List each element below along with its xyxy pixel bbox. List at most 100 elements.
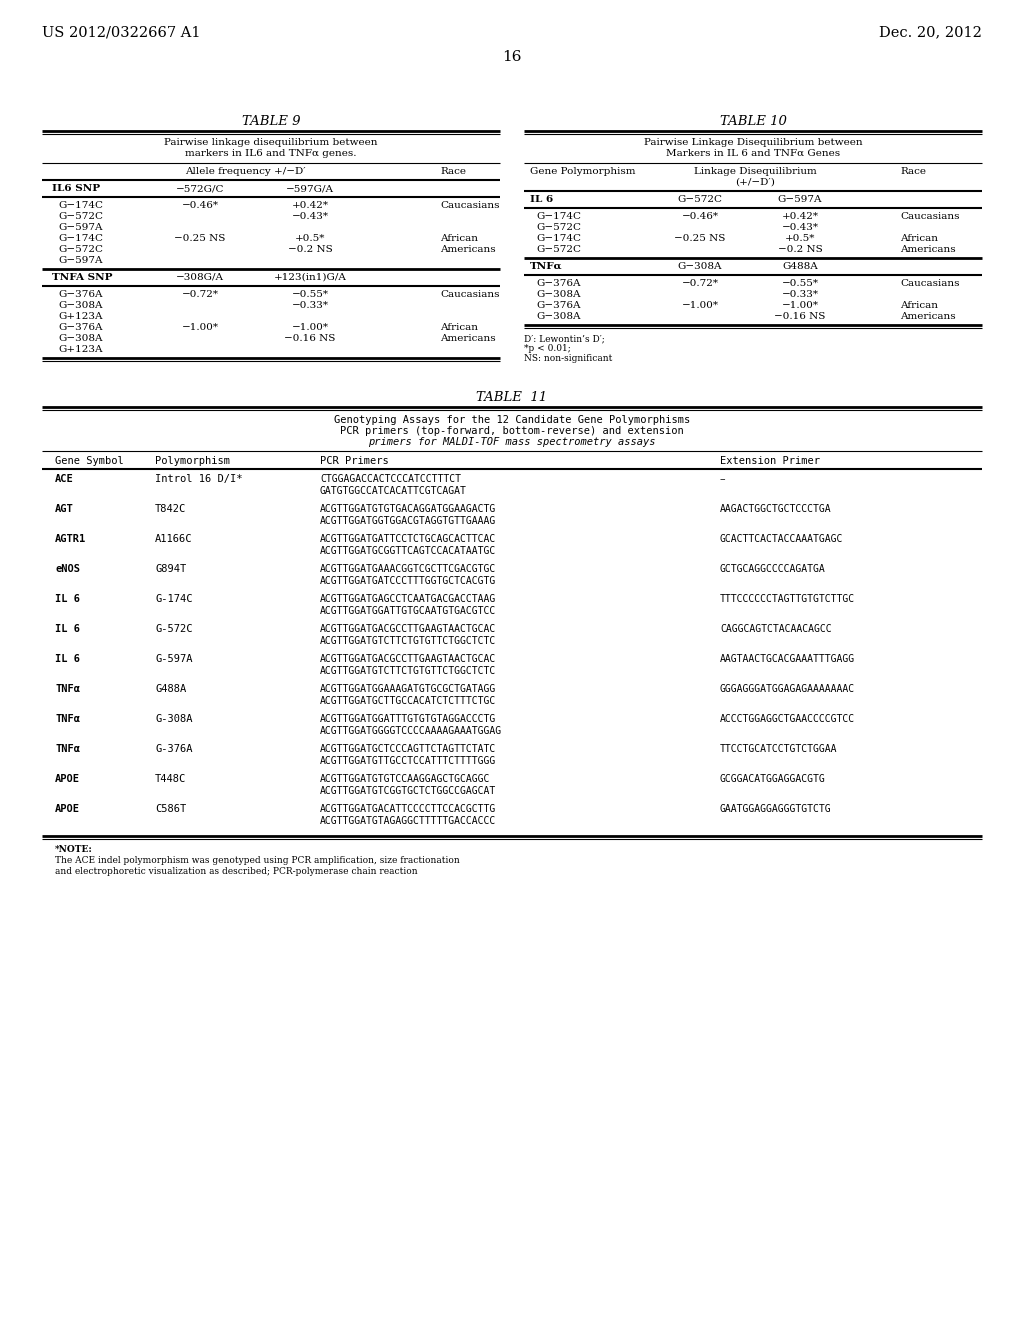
Text: G-174C: G-174C xyxy=(155,594,193,605)
Text: ACGTTGGATGGATTTGTGTGTAGGACCCTG: ACGTTGGATGGATTTGTGTGTAGGACCCTG xyxy=(319,714,497,723)
Text: GATGTGGCCATCACATTCGTCAGAT: GATGTGGCCATCACATTCGTCAGAT xyxy=(319,486,467,496)
Text: −0.25 NS: −0.25 NS xyxy=(174,234,225,243)
Text: GGGAGGGATGGAGAGAAAAAAAC: GGGAGGGATGGAGAGAAAAAAAC xyxy=(720,684,855,694)
Text: −0.2 NS: −0.2 NS xyxy=(288,246,333,253)
Text: markers in IL6 and TNFα genes.: markers in IL6 and TNFα genes. xyxy=(185,149,356,158)
Text: Americans: Americans xyxy=(440,334,496,343)
Text: Polymorphism: Polymorphism xyxy=(155,455,230,466)
Text: G−572C: G−572C xyxy=(678,195,723,205)
Text: D′: Lewontin’s D′;: D′: Lewontin’s D′; xyxy=(524,334,605,343)
Text: G−597A: G−597A xyxy=(58,256,102,265)
Text: APOE: APOE xyxy=(55,804,80,814)
Text: Americans: Americans xyxy=(900,246,955,253)
Text: −0.16 NS: −0.16 NS xyxy=(774,312,825,321)
Text: ACGTTGGATGCGGTTCAGTCCACATAATGC: ACGTTGGATGCGGTTCAGTCCACATAATGC xyxy=(319,546,497,556)
Text: Introl 16 D/I*: Introl 16 D/I* xyxy=(155,474,243,484)
Text: AAGACTGGCTGCTCCCTGA: AAGACTGGCTGCTCCCTGA xyxy=(720,504,831,513)
Text: ACGTTGGATGTGTGACAGGATGGAAGACTG: ACGTTGGATGTGTGACAGGATGGAAGACTG xyxy=(319,504,497,513)
Text: +123(in1)G/A: +123(in1)G/A xyxy=(273,273,346,282)
Text: The ACE indel polymorphism was genotyped using PCR amplification, size fractiona: The ACE indel polymorphism was genotyped… xyxy=(55,855,460,865)
Text: +0.5*: +0.5* xyxy=(784,234,815,243)
Text: −0.55*: −0.55* xyxy=(292,290,329,300)
Text: Pairwise Linkage Disequilibrium between: Pairwise Linkage Disequilibrium between xyxy=(644,139,862,147)
Text: NS: non-significant: NS: non-significant xyxy=(524,354,612,363)
Text: Race: Race xyxy=(900,168,926,176)
Text: ACGTTGGATGGAAAGATGTGCGCTGATAGG: ACGTTGGATGGAAAGATGTGCGCTGATAGG xyxy=(319,684,497,694)
Text: −0.43*: −0.43* xyxy=(292,213,329,220)
Text: T448C: T448C xyxy=(155,774,186,784)
Text: C586T: C586T xyxy=(155,804,186,814)
Text: Extension Primer: Extension Primer xyxy=(720,455,820,466)
Text: Pairwise linkage disequilibrium between: Pairwise linkage disequilibrium between xyxy=(164,139,378,147)
Text: PCR primers (top-forward, bottom-reverse) and extension: PCR primers (top-forward, bottom-reverse… xyxy=(340,426,684,436)
Text: ACCCTGGAGGCTGAACCCCGTCC: ACCCTGGAGGCTGAACCCCGTCC xyxy=(720,714,855,723)
Text: Gene Symbol: Gene Symbol xyxy=(55,455,124,466)
Text: G−597A: G−597A xyxy=(778,195,822,205)
Text: G−597A: G−597A xyxy=(58,223,102,232)
Text: −1.00*: −1.00* xyxy=(682,301,719,310)
Text: Race: Race xyxy=(440,168,466,176)
Text: African: African xyxy=(900,234,938,243)
Text: Markers in IL 6 and TNFα Genes: Markers in IL 6 and TNFα Genes xyxy=(666,149,840,158)
Text: +0.5*: +0.5* xyxy=(295,234,326,243)
Text: TABLE  11: TABLE 11 xyxy=(476,391,548,404)
Text: Caucasians: Caucasians xyxy=(440,201,500,210)
Text: ACGTTGGATGAAACGGTCGCTTCGACGTGC: ACGTTGGATGAAACGGTCGCTTCGACGTGC xyxy=(319,564,497,574)
Text: G−376A: G−376A xyxy=(58,290,102,300)
Text: AGTR1: AGTR1 xyxy=(55,535,86,544)
Text: ACGTTGGATGTAGAGGCTTTTTGACCACCC: ACGTTGGATGTAGAGGCTTTTTGACCACCC xyxy=(319,816,497,826)
Text: AGT: AGT xyxy=(55,504,74,513)
Text: Caucasians: Caucasians xyxy=(900,279,959,288)
Text: −0.55*: −0.55* xyxy=(781,279,818,288)
Text: G488A: G488A xyxy=(155,684,186,694)
Text: −597G/A: −597G/A xyxy=(286,183,334,193)
Text: G−308A: G−308A xyxy=(58,334,102,343)
Text: Gene Polymorphism: Gene Polymorphism xyxy=(530,168,636,176)
Text: TTCCTGCATCCTGTCTGGAA: TTCCTGCATCCTGTCTGGAA xyxy=(720,744,838,754)
Text: ACGTTGGATGTCTTCTGTGTTCTGGCTCTC: ACGTTGGATGTCTTCTGTGTTCTGGCTCTC xyxy=(319,636,497,645)
Text: IL6 SNP: IL6 SNP xyxy=(52,183,100,193)
Text: G-572C: G-572C xyxy=(155,624,193,634)
Text: TNFα: TNFα xyxy=(530,261,562,271)
Text: G488A: G488A xyxy=(782,261,818,271)
Text: APOE: APOE xyxy=(55,774,80,784)
Text: G−174C: G−174C xyxy=(536,234,581,243)
Text: (+/−D′): (+/−D′) xyxy=(735,178,775,187)
Text: Americans: Americans xyxy=(440,246,496,253)
Text: G-597A: G-597A xyxy=(155,653,193,664)
Text: G−308A: G−308A xyxy=(58,301,102,310)
Text: −0.2 NS: −0.2 NS xyxy=(777,246,822,253)
Text: T842C: T842C xyxy=(155,504,186,513)
Text: −0.72*: −0.72* xyxy=(682,279,719,288)
Text: African: African xyxy=(440,234,478,243)
Text: TABLE 9: TABLE 9 xyxy=(242,115,300,128)
Text: ACGTTGGATGACGCCTTGAAGTAACTGCAC: ACGTTGGATGACGCCTTGAAGTAACTGCAC xyxy=(319,624,497,634)
Text: IL 6: IL 6 xyxy=(55,594,80,605)
Text: G−572C: G−572C xyxy=(536,246,581,253)
Text: G−174C: G−174C xyxy=(58,201,103,210)
Text: TNFα: TNFα xyxy=(55,684,80,694)
Text: ACGTTGGATGGATTGTGCAATGTGACGTCC: ACGTTGGATGGATTGTGCAATGTGACGTCC xyxy=(319,606,497,616)
Text: −0.25 NS: −0.25 NS xyxy=(675,234,726,243)
Text: CAGGCAGTCTACAACAGCC: CAGGCAGTCTACAACAGCC xyxy=(720,624,831,634)
Text: G−376A: G−376A xyxy=(536,301,581,310)
Text: ACGTTGGATGAGCCTCAATGACGACCTAAG: ACGTTGGATGAGCCTCAATGACGACCTAAG xyxy=(319,594,497,605)
Text: and electrophoretic visualization as described; PCR-polymerase chain reaction: and electrophoretic visualization as des… xyxy=(55,867,418,876)
Text: G−572C: G−572C xyxy=(536,223,581,232)
Text: −0.33*: −0.33* xyxy=(781,290,818,300)
Text: CTGGAGACCACTCCCATCCTTTCT: CTGGAGACCACTCCCATCCTTTCT xyxy=(319,474,461,484)
Text: −0.72*: −0.72* xyxy=(181,290,218,300)
Text: ACGTTGGATGCTTGCCACATCTCTTTCTGC: ACGTTGGATGCTTGCCACATCTCTTTCTGC xyxy=(319,696,497,706)
Text: ACGTTGGATGTTGCCTCCATTTCTTTTGGG: ACGTTGGATGTTGCCTCCATTTCTTTTGGG xyxy=(319,756,497,766)
Text: −308G/A: −308G/A xyxy=(176,273,224,282)
Text: primers for MALDI-TOF mass spectrometry assays: primers for MALDI-TOF mass spectrometry … xyxy=(369,437,655,447)
Text: ACGTTGGATGACATTCCCCTTCCACGCTTG: ACGTTGGATGACATTCCCCTTCCACGCTTG xyxy=(319,804,497,814)
Text: −1.00*: −1.00* xyxy=(781,301,818,310)
Text: G−308A: G−308A xyxy=(678,261,722,271)
Text: G−376A: G−376A xyxy=(58,323,102,333)
Text: TABLE 10: TABLE 10 xyxy=(720,115,786,128)
Text: ACGTTGGATGATTCCTCTGCAGCACTTCAC: ACGTTGGATGATTCCTCTGCAGCACTTCAC xyxy=(319,535,497,544)
Text: GCTGCAGGCCCCAGATGA: GCTGCAGGCCCCAGATGA xyxy=(720,564,825,574)
Text: PCR Primers: PCR Primers xyxy=(319,455,389,466)
Text: G-376A: G-376A xyxy=(155,744,193,754)
